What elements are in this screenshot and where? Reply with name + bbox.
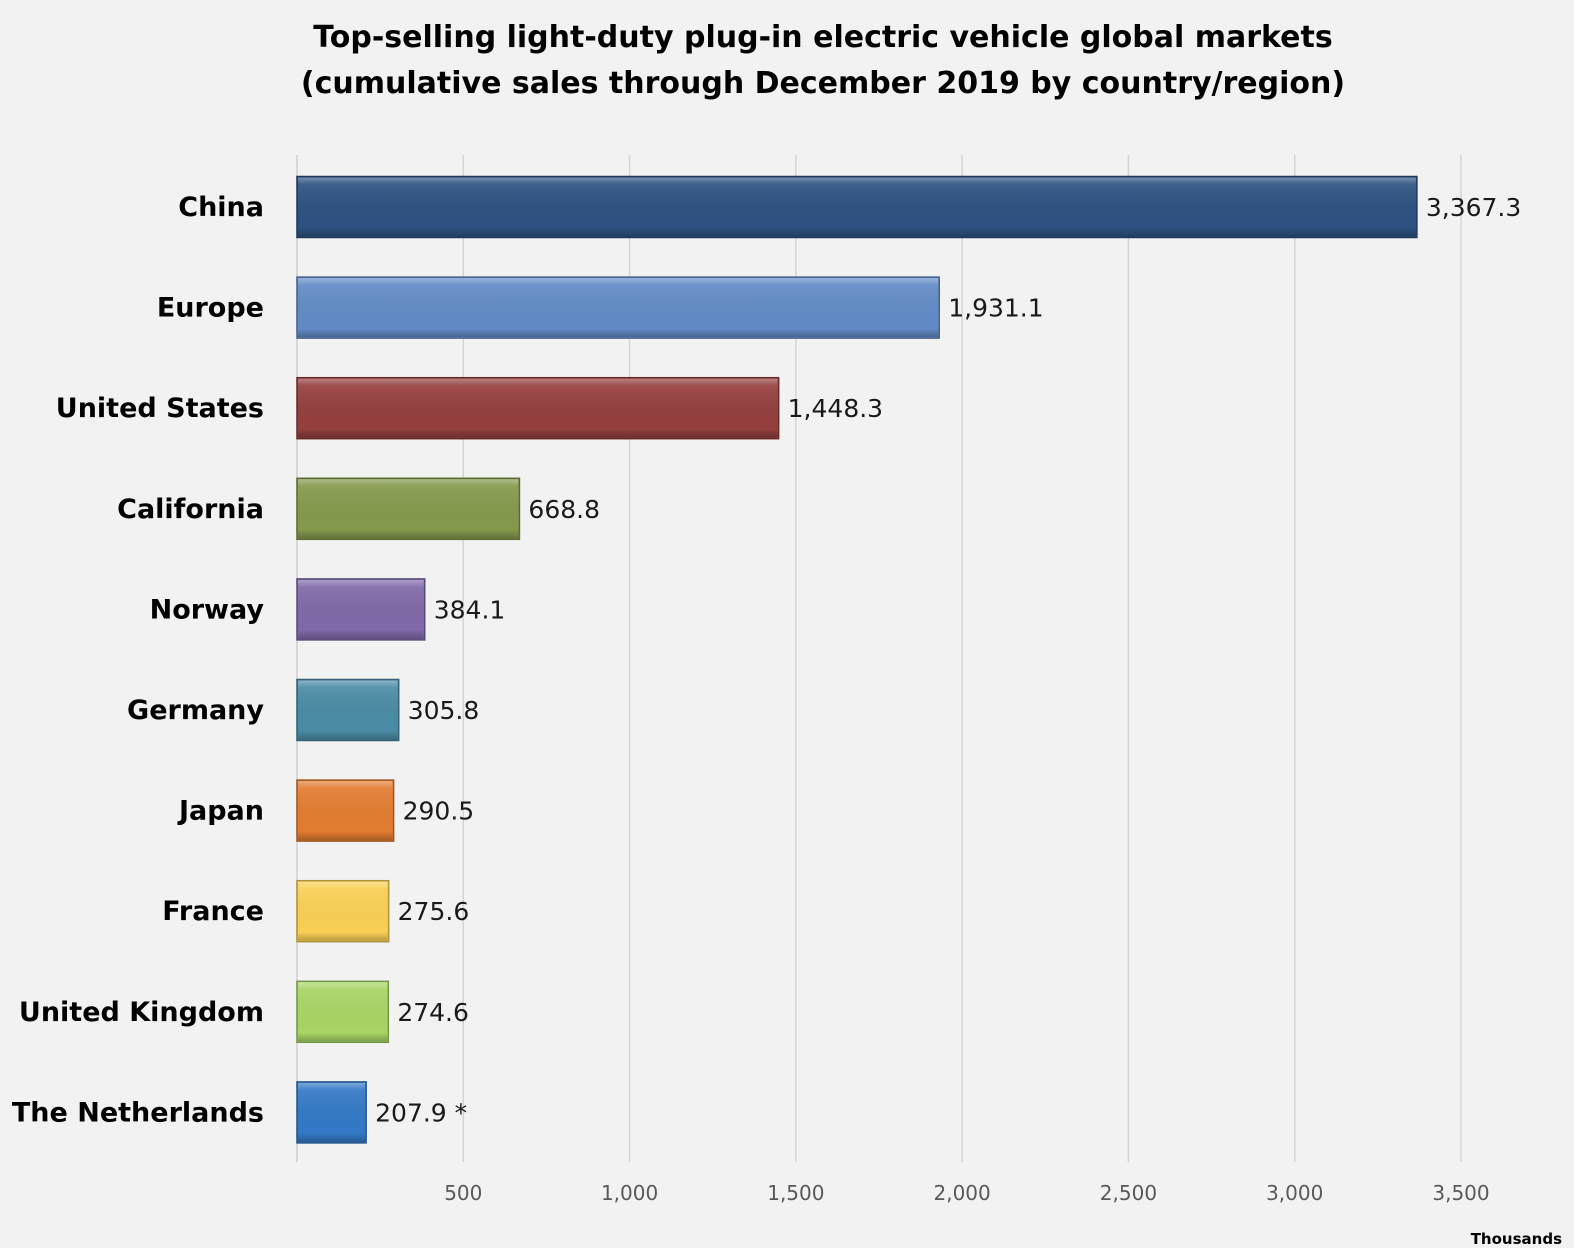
category-label-the-netherlands: The Netherlands bbox=[12, 1097, 264, 1128]
bar-japan bbox=[296, 779, 395, 842]
bar-france bbox=[296, 879, 390, 943]
x-tick-label-3500: 3,500 bbox=[1432, 1181, 1489, 1205]
bar-france-bevel bbox=[298, 881, 388, 941]
x-tick-label-2000: 2,000 bbox=[934, 1181, 991, 1205]
category-label-france: France bbox=[162, 896, 264, 927]
value-label-europe: 1,931.1 bbox=[948, 294, 1043, 323]
category-label-china: China bbox=[178, 192, 264, 223]
value-label-germany: 305.8 bbox=[408, 696, 480, 725]
bar-norway-bevel bbox=[298, 579, 424, 639]
value-label-norway: 384.1 bbox=[434, 595, 506, 624]
category-label-japan: Japan bbox=[177, 796, 264, 827]
chart-title: Top-selling light-duty plug-in electric … bbox=[301, 20, 1345, 101]
value-label-united-kingdom: 274.6 bbox=[397, 998, 469, 1027]
value-label-china: 3,367.3 bbox=[1426, 193, 1521, 222]
bar-norway bbox=[296, 578, 426, 641]
bar-china bbox=[296, 175, 1418, 239]
bar-united-states-bevel bbox=[298, 378, 778, 438]
bar-germany bbox=[296, 678, 400, 742]
bars bbox=[296, 175, 1418, 1144]
chart-title-line-2: (cumulative sales through December 2019 … bbox=[301, 66, 1345, 101]
bar-europe-bevel bbox=[298, 278, 939, 338]
bar-california bbox=[296, 477, 521, 541]
chart-title-line-1: Top-selling light-duty plug-in electric … bbox=[313, 20, 1332, 55]
bar-california-bevel bbox=[298, 479, 519, 539]
x-tick-label-1000: 1,000 bbox=[601, 1181, 658, 1205]
value-label-united-states: 1,448.3 bbox=[788, 394, 883, 423]
value-label-france: 275.6 bbox=[398, 897, 470, 926]
category-label-norway: Norway bbox=[150, 594, 265, 625]
x-tick-label-1500: 1,500 bbox=[767, 1181, 824, 1205]
bar-japan-bevel bbox=[298, 781, 393, 841]
x-tick-label-500: 500 bbox=[444, 1181, 482, 1205]
value-labels: 3,367.3 1,931.1 1,448.3 668.8 384.1 305.8 290.… bbox=[375, 193, 1521, 1127]
bar-united-states bbox=[296, 376, 780, 440]
value-label-the-netherlands: 207.9 * bbox=[375, 1098, 467, 1127]
bar-germany-bevel bbox=[298, 680, 398, 740]
category-label-europe: Europe bbox=[157, 293, 264, 324]
x-axis-unit-label: Thousands bbox=[1471, 1230, 1562, 1248]
value-label-japan: 290.5 bbox=[403, 797, 475, 826]
bar-china-bevel bbox=[298, 177, 1416, 237]
x-tick-label-2500: 2,500 bbox=[1100, 1181, 1157, 1205]
category-label-united-states: United States bbox=[56, 393, 264, 424]
category-label-germany: Germany bbox=[127, 695, 264, 726]
bar-the-netherlands-bevel bbox=[298, 1082, 366, 1142]
bar-europe bbox=[296, 276, 940, 339]
bar-united-kingdom bbox=[296, 980, 390, 1044]
bar-united-kingdom-bevel bbox=[298, 982, 388, 1042]
category-label-united-kingdom: United Kingdom bbox=[19, 997, 264, 1028]
category-label-california: California bbox=[117, 494, 264, 525]
x-tick-label-3000: 3,000 bbox=[1266, 1181, 1323, 1205]
bar-the-netherlands bbox=[296, 1081, 367, 1144]
category-labels: China Europe United States California Norway… bbox=[12, 192, 265, 1128]
value-label-california: 668.8 bbox=[528, 495, 600, 524]
x-axis-tick-labels: 500 1,000 1,500 2,000 2,500 3,000 3,500 bbox=[444, 1181, 1489, 1205]
